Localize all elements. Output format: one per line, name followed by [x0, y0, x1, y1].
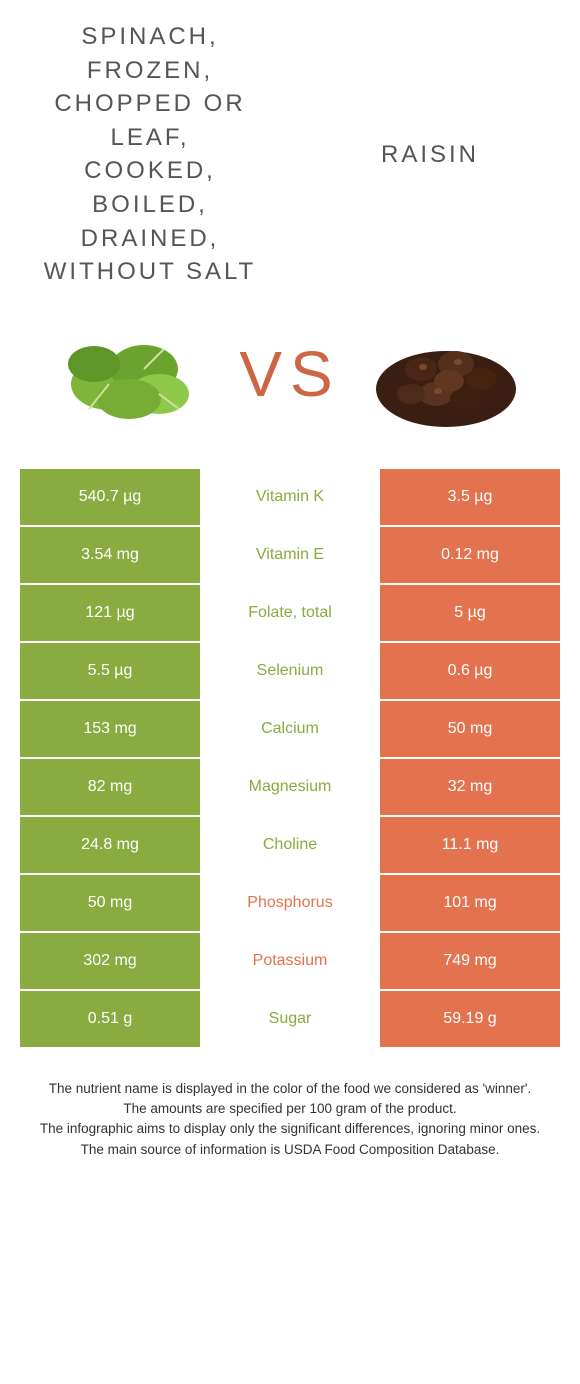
table-row: 50 mgPhosphorus101 mg — [20, 875, 560, 933]
right-value-cell: 3.5 µg — [380, 469, 560, 527]
footer-line: The main source of information is USDA F… — [30, 1140, 550, 1160]
left-value-cell: 50 mg — [20, 875, 200, 933]
left-value-cell: 540.7 µg — [20, 469, 200, 527]
right-food-title: RAISIN — [320, 138, 540, 172]
right-value-cell: 32 mg — [380, 759, 560, 817]
nutrient-table: 540.7 µgVitamin K3.5 µg3.54 mgVitamin E0… — [20, 469, 560, 1049]
left-value-cell: 24.8 mg — [20, 817, 200, 875]
left-food-title: SPINACH, FROZEN, CHOPPED OR LEAF, COOKED… — [40, 20, 260, 289]
table-row: 302 mgPotassium749 mg — [20, 933, 560, 991]
left-value-cell: 302 mg — [20, 933, 200, 991]
titles-row: SPINACH, FROZEN, CHOPPED OR LEAF, COOKED… — [0, 0, 580, 299]
nutrient-name-cell: Folate, total — [200, 585, 380, 643]
left-value-cell: 82 mg — [20, 759, 200, 817]
nutrient-name-cell: Potassium — [200, 933, 380, 991]
footer-line: The infographic aims to display only the… — [30, 1119, 550, 1139]
nutrient-name-cell: Vitamin E — [200, 527, 380, 585]
right-value-cell: 101 mg — [380, 875, 560, 933]
right-value-cell: 11.1 mg — [380, 817, 560, 875]
right-value-cell: 0.6 µg — [380, 643, 560, 701]
vs-label: VS — [239, 337, 340, 411]
table-row: 82 mgMagnesium32 mg — [20, 759, 560, 817]
left-value-cell: 5.5 µg — [20, 643, 200, 701]
table-row: 121 µgFolate, total5 µg — [20, 585, 560, 643]
right-value-cell: 59.19 g — [380, 991, 560, 1049]
nutrient-name-cell: Selenium — [200, 643, 380, 701]
table-row: 3.54 mgVitamin E0.12 mg — [20, 527, 560, 585]
footer-line: The amounts are specified per 100 gram o… — [30, 1099, 550, 1119]
table-row: 153 mgCalcium50 mg — [20, 701, 560, 759]
left-value-cell: 0.51 g — [20, 991, 200, 1049]
infographic-container: SPINACH, FROZEN, CHOPPED OR LEAF, COOKED… — [0, 0, 580, 1200]
nutrient-name-cell: Sugar — [200, 991, 380, 1049]
nutrient-name-cell: Phosphorus — [200, 875, 380, 933]
table-row: 540.7 µgVitamin K3.5 µg — [20, 469, 560, 527]
table-row: 24.8 mgCholine11.1 mg — [20, 817, 560, 875]
raisin-image — [361, 309, 531, 439]
footer-notes: The nutrient name is displayed in the co… — [0, 1049, 580, 1200]
table-row: 0.51 gSugar59.19 g — [20, 991, 560, 1049]
left-value-cell: 3.54 mg — [20, 527, 200, 585]
right-value-cell: 0.12 mg — [380, 527, 560, 585]
right-value-cell: 50 mg — [380, 701, 560, 759]
nutrient-name-cell: Choline — [200, 817, 380, 875]
vs-row: VS — [0, 299, 580, 469]
right-value-cell: 5 µg — [380, 585, 560, 643]
nutrient-name-cell: Calcium — [200, 701, 380, 759]
left-value-cell: 121 µg — [20, 585, 200, 643]
nutrient-name-cell: Magnesium — [200, 759, 380, 817]
left-value-cell: 153 mg — [20, 701, 200, 759]
spinach-image — [49, 309, 219, 439]
nutrient-name-cell: Vitamin K — [200, 469, 380, 527]
footer-line: The nutrient name is displayed in the co… — [30, 1079, 550, 1099]
table-row: 5.5 µgSelenium0.6 µg — [20, 643, 560, 701]
right-value-cell: 749 mg — [380, 933, 560, 991]
